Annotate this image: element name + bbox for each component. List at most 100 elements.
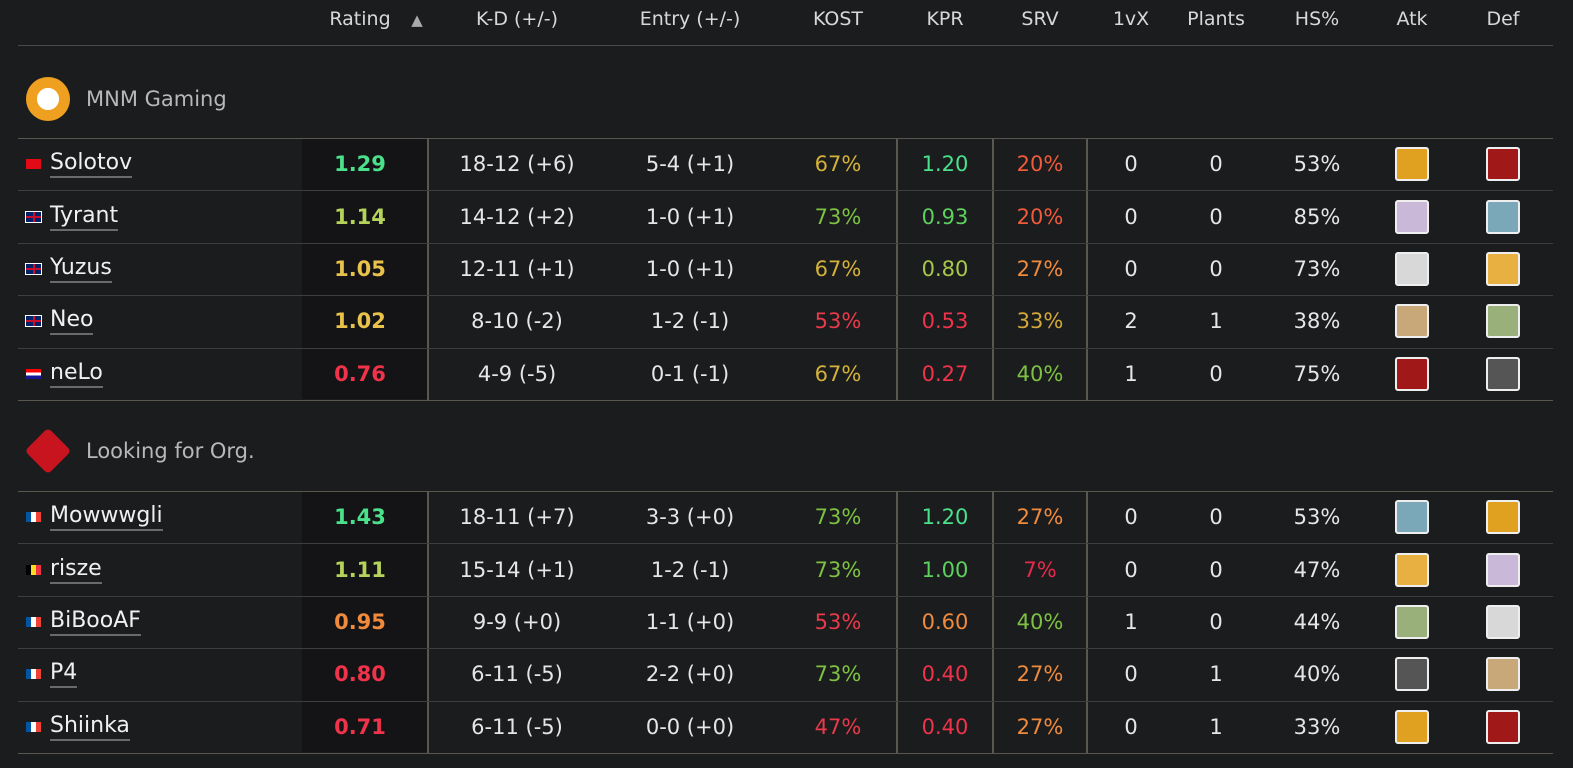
flag (26, 669, 41, 680)
stat: 1-0 (+1) (645, 204, 735, 229)
stat: 27% (1016, 662, 1064, 687)
stat: 40% (1016, 610, 1064, 634)
stat: 1-2 (-1) (650, 309, 730, 334)
stat: 1.02 (334, 309, 386, 334)
row-line (18, 543, 1553, 545)
row-line (18, 295, 1553, 297)
stat: 67% (814, 257, 862, 281)
row-line (18, 753, 1553, 754)
team-line (18, 138, 1553, 139)
stat: 53% (814, 610, 862, 634)
def-icon (1486, 147, 1520, 182)
stat: 0 (1124, 152, 1138, 177)
stat: 0 (1124, 505, 1138, 530)
player-name[interactable]: Solotov (50, 150, 133, 179)
atk-icon (1395, 657, 1429, 692)
stat: 0 (1209, 257, 1223, 281)
stat: 0.93 (921, 204, 969, 229)
stat: 73% (814, 204, 862, 229)
stat: 0.71 (334, 714, 386, 739)
sort-indicator: ▲ (411, 11, 423, 29)
stat: 8-10 (-2) (471, 309, 563, 334)
player-name[interactable]: BiBooAF (50, 608, 141, 636)
stat: 33% (1016, 309, 1064, 334)
column-header[interactable]: KOST (812, 8, 864, 30)
stat: 1.29 (334, 152, 386, 177)
player-name[interactable]: Tyrant (50, 203, 119, 231)
stat: 85% (1293, 204, 1341, 229)
stat: 0-1 (-1) (650, 361, 730, 386)
team-logo (26, 77, 70, 121)
stat: 0 (1209, 204, 1223, 229)
stat: 53% (1293, 152, 1341, 177)
team-logo (24, 427, 72, 475)
stat: 1-0 (+1) (645, 257, 735, 281)
stat: 73% (1293, 257, 1341, 281)
stat: 0.76 (334, 361, 386, 386)
stat: 1-2 (-1) (650, 557, 730, 582)
stat: 73% (814, 557, 862, 582)
stat: 0.95 (334, 610, 386, 634)
stat: 12-11 (+1) (459, 257, 575, 281)
atk-icon (1395, 199, 1429, 234)
column-header[interactable]: KPR (926, 8, 964, 30)
flag (25, 315, 42, 328)
column-border (896, 138, 898, 400)
row-line (18, 190, 1553, 192)
player-name[interactable]: Neo (50, 307, 94, 336)
column-header[interactable]: SRV (1021, 8, 1059, 30)
column-header[interactable]: 1vX (1112, 8, 1150, 30)
stat: 0.53 (921, 309, 969, 334)
stat: 1 (1124, 610, 1138, 634)
player-name[interactable]: Shiinka (50, 713, 130, 741)
stat: 0 (1124, 557, 1138, 582)
stat: 1.14 (334, 204, 386, 229)
column-header[interactable]: Def (1486, 8, 1520, 30)
rating-bg (302, 491, 428, 752)
atk-icon (1395, 605, 1429, 639)
team-name[interactable]: Looking for Org. (86, 439, 255, 463)
row-line (18, 595, 1553, 597)
player-name[interactable]: P4 (50, 660, 78, 689)
player-name[interactable]: Mowwwgli (50, 503, 163, 532)
column-header[interactable]: HS% (1294, 8, 1340, 30)
row-line (18, 242, 1553, 244)
flag (26, 564, 41, 575)
stat: 44% (1293, 610, 1341, 634)
def-icon (1486, 356, 1520, 391)
stat: 6-11 (-5) (471, 714, 563, 739)
stat: 67% (814, 152, 862, 177)
player-name[interactable]: neLo (50, 360, 103, 388)
column-header[interactable]: Atk (1396, 8, 1428, 30)
flag (25, 263, 42, 275)
stat: 0-0 (+0) (645, 714, 735, 739)
stat: 0.27 (921, 361, 969, 386)
stat: 20% (1016, 204, 1064, 229)
def-icon (1486, 605, 1520, 639)
stat: 3-3 (+0) (645, 505, 735, 530)
stat: 18-12 (+6) (459, 152, 575, 177)
stat: 1-1 (+0) (645, 610, 735, 634)
stat: 40% (1293, 662, 1341, 687)
flag (25, 210, 42, 223)
player-name[interactable]: Yuzus (50, 255, 112, 283)
header-line (18, 45, 1553, 46)
stat: 1.20 (921, 505, 969, 530)
column-header[interactable]: Plants (1187, 8, 1245, 30)
stat: 0 (1209, 361, 1223, 386)
player-name[interactable]: risze (50, 556, 102, 584)
stat: 27% (1016, 714, 1064, 739)
stat: 0.80 (921, 257, 969, 281)
stat: 1.43 (334, 505, 386, 530)
stat: 2 (1124, 309, 1138, 334)
column-header[interactable]: K-D (+/-) (476, 8, 558, 30)
column-header[interactable]: Rating (329, 8, 391, 30)
column-header[interactable]: Entry (+/-) (639, 8, 741, 30)
column-border (427, 491, 429, 753)
stat: 18-11 (+7) (459, 505, 575, 530)
stat: 0.40 (921, 714, 969, 739)
def-icon (1486, 657, 1520, 692)
stat: 27% (1016, 505, 1064, 530)
team-name[interactable]: MNM Gaming (86, 87, 227, 111)
